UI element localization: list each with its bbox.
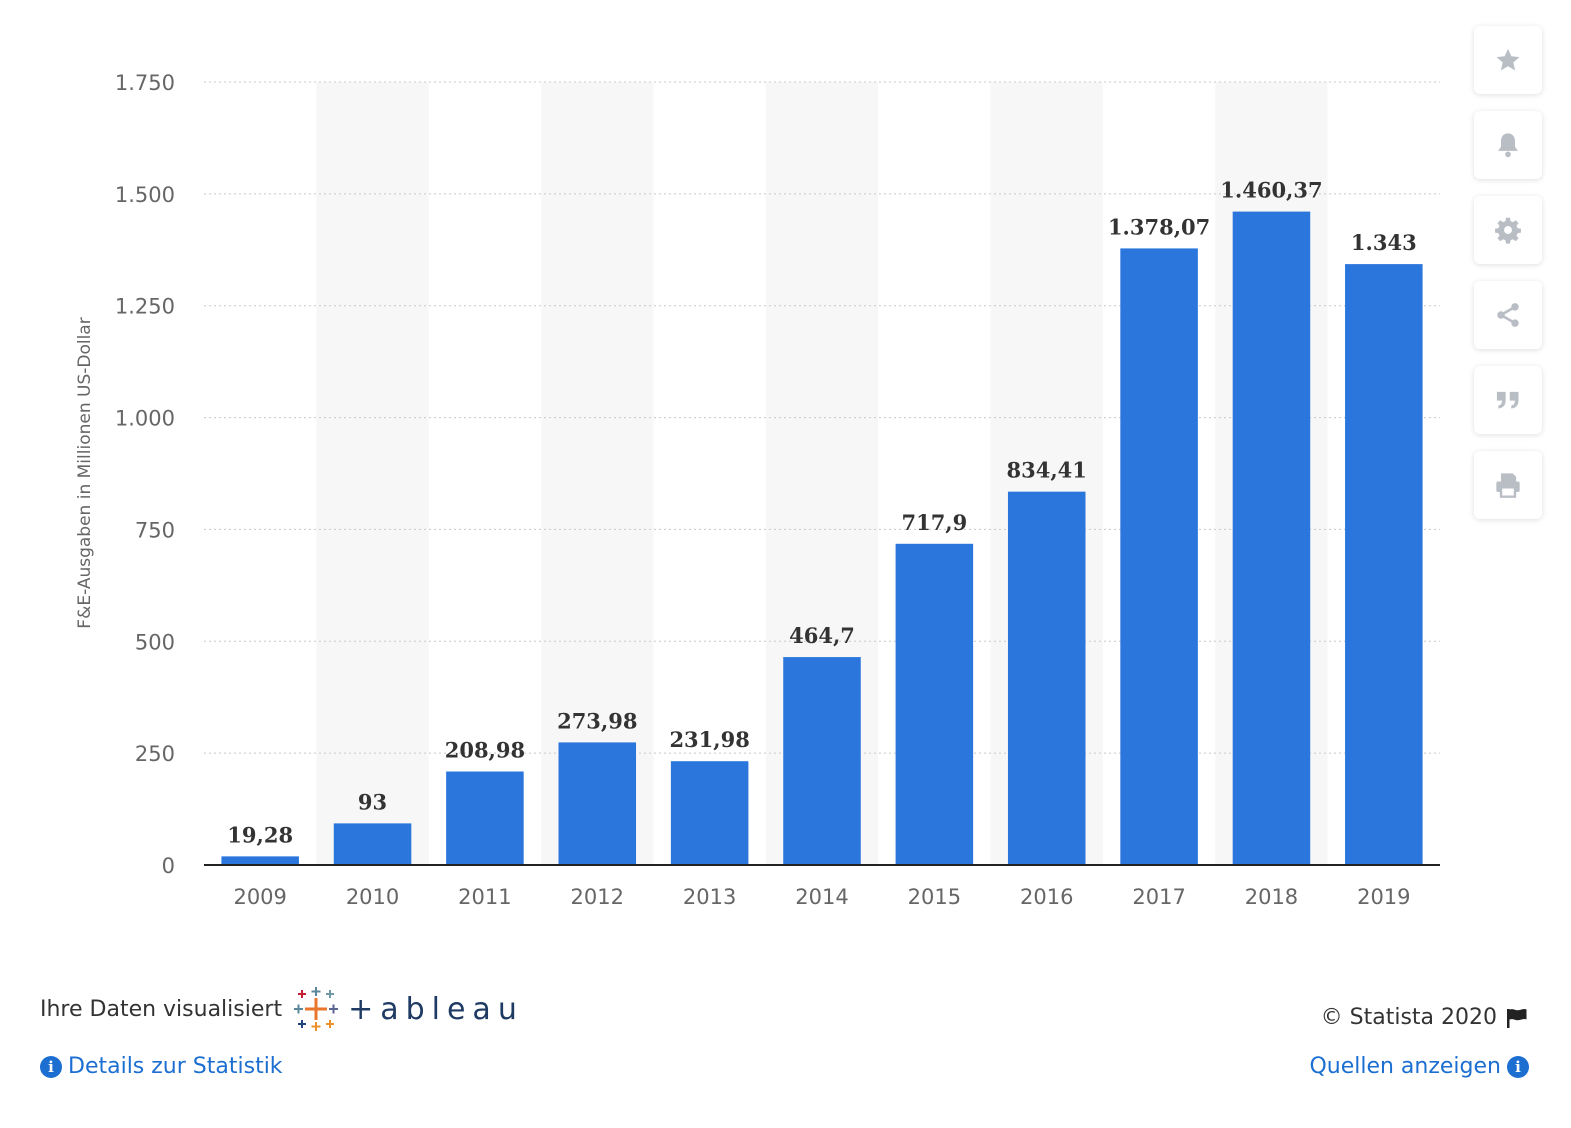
bar[interactable] [558, 742, 637, 865]
data-label: 464,7 [789, 623, 855, 648]
y-tick-label: 750 [135, 518, 175, 542]
bar[interactable] [333, 823, 412, 865]
bar[interactable] [1007, 491, 1086, 865]
y-tick-label: 0 [162, 854, 175, 878]
tableau-attribution: Ihre Daten visualisiert +ableau [40, 985, 524, 1033]
share-icon [1497, 303, 1519, 327]
sources-link[interactable]: Quellen anzeigen i [1309, 1054, 1529, 1079]
x-tick-label: 2013 [683, 885, 736, 909]
x-tick-label: 2011 [458, 885, 511, 909]
data-label: 1.378,07 [1108, 214, 1210, 239]
tableau-logo[interactable]: +ableau [292, 985, 524, 1033]
x-tick-label: 2016 [1020, 885, 1073, 909]
tableau-wordmark: +ableau [348, 991, 524, 1027]
data-label: 273,98 [557, 708, 637, 733]
y-axis-label: F&E-Ausgaben in Millionen US-Dollar [75, 317, 95, 628]
data-label: 717,9 [901, 510, 967, 535]
gear-icon [1495, 217, 1521, 244]
cite-button[interactable] [1474, 366, 1542, 434]
x-axis-ticks: 2009 2010 2011 2012 2013 2014 2015 2016 2017 2018… [233, 885, 1410, 909]
share-button[interactable] [1474, 281, 1542, 349]
chart-toolbar [1474, 26, 1544, 536]
data-label: 93 [358, 789, 387, 814]
bars [221, 211, 1423, 866]
y-tick-label: 250 [135, 742, 175, 766]
bar[interactable] [221, 856, 299, 865]
bar[interactable] [446, 771, 524, 865]
x-tick-label: 2019 [1357, 885, 1410, 909]
bar[interactable] [895, 543, 974, 865]
info-icon: i [1507, 1055, 1529, 1078]
favorite-button[interactable] [1474, 26, 1542, 94]
data-label: 1.343 [1351, 230, 1417, 255]
y-tick-label: 1.250 [115, 295, 175, 319]
settings-button[interactable] [1474, 196, 1542, 264]
bar[interactable] [1345, 264, 1423, 866]
bar[interactable] [1232, 211, 1311, 865]
x-tick-label: 2010 [346, 885, 399, 909]
data-label: 1.460,37 [1220, 178, 1322, 203]
bell-icon [1498, 133, 1518, 158]
quote-icon [1496, 391, 1519, 409]
y-tick-label: 1.750 [115, 71, 175, 95]
x-tick-label: 2015 [908, 885, 961, 909]
column-shade [316, 82, 429, 865]
info-icon: i [40, 1055, 62, 1078]
data-label: 19,28 [227, 822, 293, 847]
print-icon [1496, 473, 1520, 498]
column-shade [541, 82, 654, 865]
details-link[interactable]: i Details zur Statistik [40, 1054, 283, 1079]
y-tick-label: 500 [135, 630, 175, 654]
bar[interactable] [670, 761, 749, 865]
data-label: 208,98 [445, 737, 525, 762]
data-label: 834,41 [1007, 458, 1087, 483]
tableau-cross-icon [294, 987, 339, 1031]
x-tick-label: 2014 [795, 885, 848, 909]
visualized-by-text: Ihre Daten visualisiert [40, 996, 283, 1022]
x-tick-label: 2018 [1245, 885, 1298, 909]
x-tick-label: 2009 [233, 885, 286, 909]
x-tick-label: 2017 [1132, 885, 1185, 909]
y-tick-label: 1.500 [115, 183, 175, 207]
sources-link-label: Quellen anzeigen [1309, 1054, 1501, 1079]
details-link-label: Details zur Statistik [68, 1054, 283, 1079]
bar[interactable] [783, 657, 861, 865]
bar[interactable] [1120, 248, 1198, 865]
x-tick-label: 2012 [571, 885, 624, 909]
data-labels: 19,28 93 208,98 273,98 231,98 464,7 717,9 834,4… [227, 178, 1416, 848]
y-tick-label: 1.000 [115, 407, 175, 431]
y-axis-ticks: 0 250 500 750 1.000 1.250 1.500 1.750 [115, 71, 175, 878]
copyright: © Statista 2020 [1321, 1005, 1529, 1030]
flag-icon[interactable] [1505, 1007, 1529, 1029]
data-label: 231,98 [669, 727, 749, 752]
star-icon [1496, 48, 1520, 71]
copyright-text: © Statista 2020 [1320, 1005, 1497, 1030]
print-button[interactable] [1474, 451, 1542, 519]
alert-button[interactable] [1474, 111, 1542, 179]
